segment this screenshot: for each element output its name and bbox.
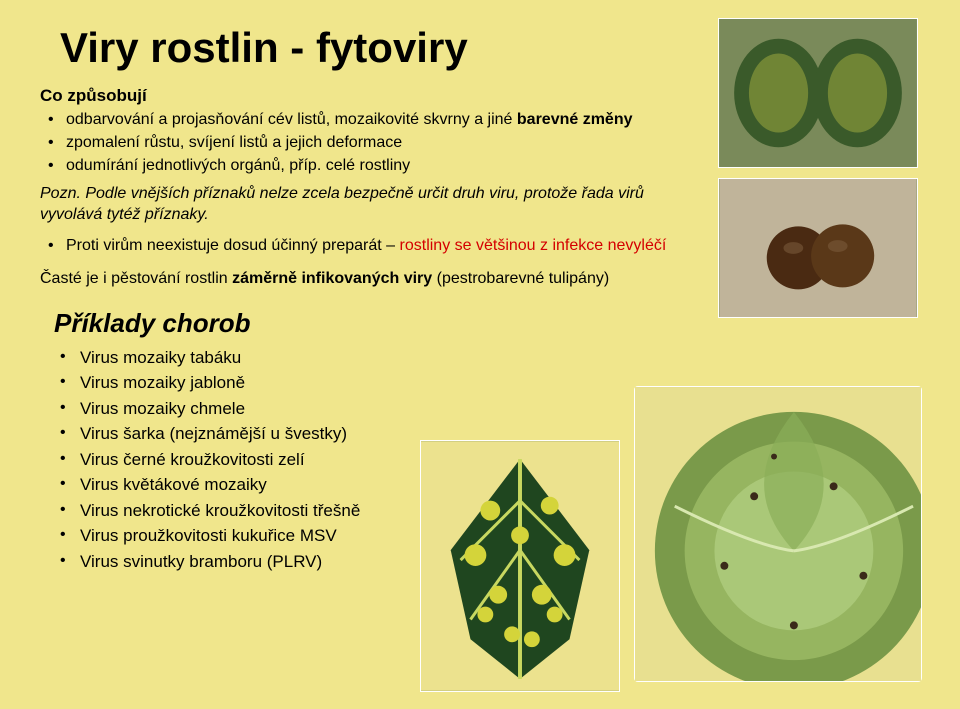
cause-item-pre: odumírání jednotlivých orgánů, příp. cel… xyxy=(66,157,410,174)
list-item: Virus mozaiky tabáku xyxy=(80,345,920,371)
cause-item-pre: zpomalení růstu, svíjení listů a jejich … xyxy=(66,134,402,151)
leaf-spots-icon xyxy=(421,441,619,691)
cause-item-pre: odbarvování a projasňování cév listů, mo… xyxy=(66,111,517,128)
leaf-yellow-spots-photo xyxy=(420,440,620,692)
freq-post: (pestrobarevné tulipány) xyxy=(437,270,610,287)
cause-item-bold: barevné změny xyxy=(517,111,633,128)
note-body: Podle vnějších příznaků nelze zcela bezp… xyxy=(40,185,644,223)
leaf-mosaic-icon xyxy=(719,19,917,167)
treatment-block: Proti virům neexistuje dosud účinný prep… xyxy=(40,236,680,257)
cabbage-icon xyxy=(635,387,921,681)
note-block: Pozn. Podle vnějších příznaků nelze zcel… xyxy=(40,184,660,226)
leaf-mosaic-photo xyxy=(718,18,918,168)
fruit-damage-icon xyxy=(719,179,917,317)
fruit-damage-photo xyxy=(718,178,918,318)
treatment-red: rostliny se většinou z infekce nevyléčí xyxy=(400,237,667,254)
cabbage-photo xyxy=(634,386,922,682)
note-prefix: Pozn. xyxy=(40,185,85,202)
treatment-pre: Proti virům neexistuje dosud účinný prep… xyxy=(66,237,400,254)
freq-bold: záměrně infikovaných viry xyxy=(232,270,437,287)
frequency-note: Časté je i pěstování rostlin záměrně inf… xyxy=(40,269,680,290)
freq-pre: Časté je i pěstování rostlin xyxy=(40,270,232,287)
